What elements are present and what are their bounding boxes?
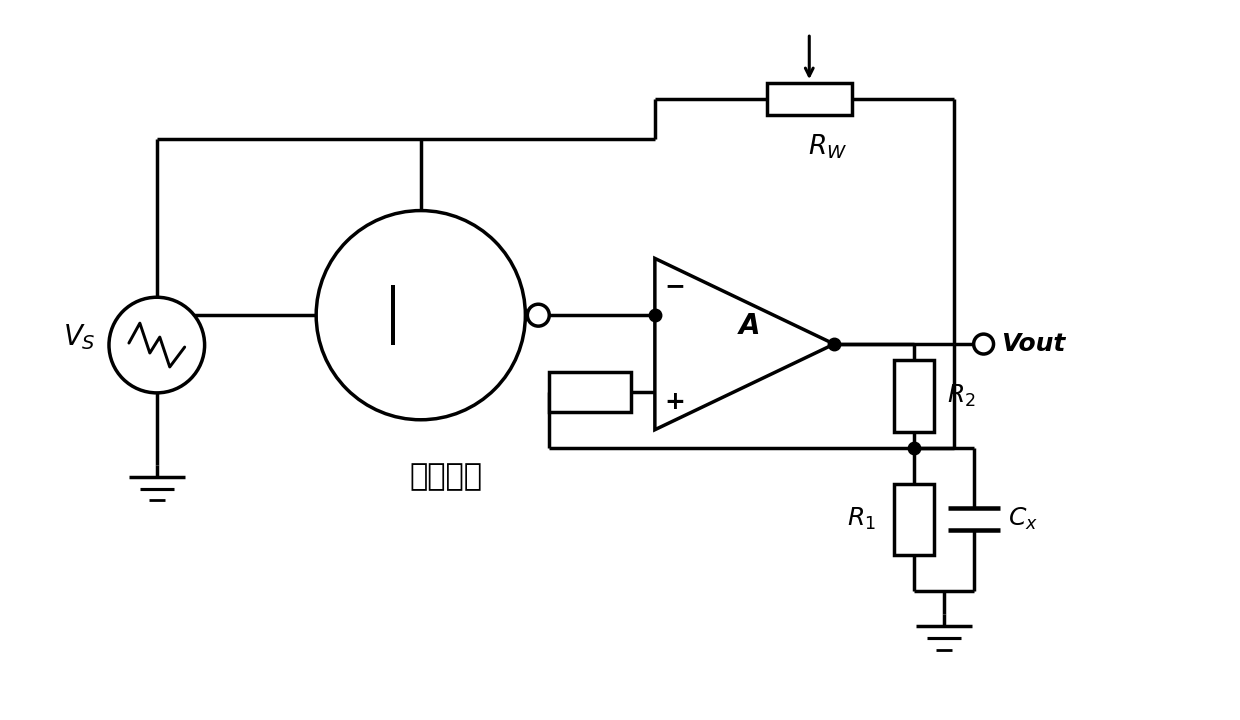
Circle shape: [109, 297, 205, 393]
Text: $A_E$: $A_E$: [402, 299, 428, 320]
Bar: [766, 83, 852, 115]
Text: $R_2$: $R_2$: [946, 383, 976, 409]
Text: −: −: [665, 274, 686, 298]
Text: Vout: Vout: [1002, 332, 1066, 356]
Bar: [549, 372, 631, 412]
Circle shape: [316, 210, 526, 420]
Text: +: +: [665, 390, 686, 414]
Text: $W_E$: $W_E$: [458, 299, 487, 320]
Circle shape: [973, 334, 993, 354]
Text: $V_S$: $V_S$: [63, 322, 95, 352]
Text: $C_x$: $C_x$: [1008, 506, 1038, 533]
Text: A: A: [739, 312, 760, 340]
Circle shape: [527, 305, 549, 326]
Text: $R_W$: $R_W$: [807, 132, 847, 161]
Polygon shape: [655, 258, 835, 430]
Bar: [894, 484, 934, 555]
Bar: [894, 360, 934, 432]
Text: 电化学池: 电化学池: [409, 462, 482, 491]
Text: $R_1$: $R_1$: [847, 506, 875, 533]
